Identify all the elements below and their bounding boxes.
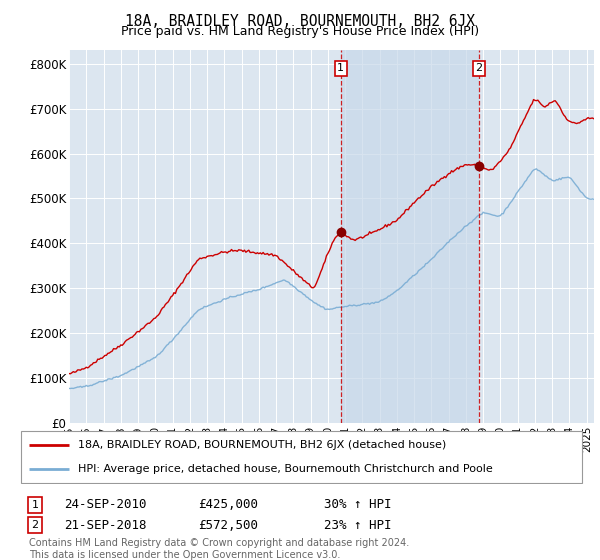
Text: HPI: Average price, detached house, Bournemouth Christchurch and Poole: HPI: Average price, detached house, Bour… xyxy=(78,464,493,474)
Text: Price paid vs. HM Land Registry's House Price Index (HPI): Price paid vs. HM Land Registry's House … xyxy=(121,25,479,38)
Text: 30% ↑ HPI: 30% ↑ HPI xyxy=(325,498,392,511)
Text: 21-SEP-2018: 21-SEP-2018 xyxy=(64,519,146,531)
Text: 2: 2 xyxy=(31,520,38,530)
Text: 18A, BRAIDLEY ROAD, BOURNEMOUTH, BH2 6JX (detached house): 18A, BRAIDLEY ROAD, BOURNEMOUTH, BH2 6JX… xyxy=(78,440,446,450)
Text: £572,500: £572,500 xyxy=(199,519,259,531)
Text: 23% ↑ HPI: 23% ↑ HPI xyxy=(325,519,392,531)
Text: 24-SEP-2010: 24-SEP-2010 xyxy=(64,498,146,511)
Text: Contains HM Land Registry data © Crown copyright and database right 2024.
This d: Contains HM Land Registry data © Crown c… xyxy=(29,538,410,560)
Text: £425,000: £425,000 xyxy=(199,498,259,511)
FancyBboxPatch shape xyxy=(21,431,582,483)
Text: 1: 1 xyxy=(32,500,38,510)
Text: 1: 1 xyxy=(337,63,344,73)
Bar xyxy=(341,50,479,423)
Text: 2: 2 xyxy=(475,63,482,73)
Text: 18A, BRAIDLEY ROAD, BOURNEMOUTH, BH2 6JX: 18A, BRAIDLEY ROAD, BOURNEMOUTH, BH2 6JX xyxy=(125,14,475,29)
